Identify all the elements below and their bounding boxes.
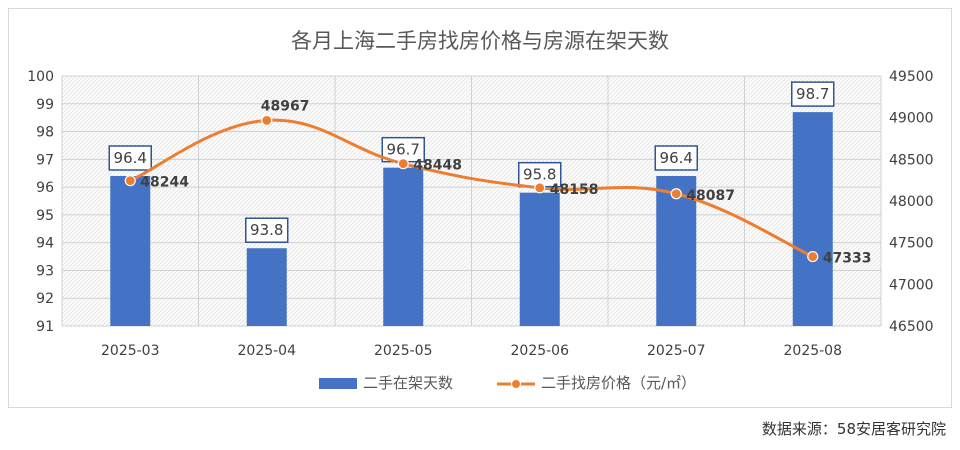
legend-swatch-marker [511, 379, 521, 389]
bar-data-label: 95.8 [523, 166, 556, 184]
legend-label-line: 二手找房价格（元/㎡） [541, 374, 696, 392]
left-axis-tick-label: 97 [36, 152, 54, 168]
source-note: 数据来源：58安居客研究院 [761, 420, 946, 438]
x-axis-tick-label: 2025-08 [784, 343, 843, 359]
left-axis: 91 92 93 94 95 96 97 98 99 100 [27, 69, 54, 335]
right-axis-tick-label: 47500 [889, 236, 934, 252]
bar-data-label: 96.4 [660, 149, 693, 167]
line-point [261, 114, 273, 127]
right-axis-tick-label: 48000 [889, 194, 934, 210]
left-axis-tick-label: 95 [36, 208, 54, 224]
bar-data-label-box [245, 217, 289, 243]
chart-title: 各月上海二手房找房价格与房源在架天数 [291, 29, 669, 53]
line-data-label: 48967 [261, 98, 310, 114]
line-data-label: 48087 [686, 188, 735, 204]
bar [792, 112, 833, 326]
line-data-labels: 48244 48967 48448 48158 48087 47333 [140, 98, 871, 266]
line-point [534, 182, 546, 194]
left-axis-tick-label: 91 [36, 319, 54, 335]
bar [246, 248, 287, 326]
x-axis-tick-label: 2025-03 [101, 343, 160, 359]
bar-data-label-box [381, 136, 425, 163]
bar-data-label-box [108, 145, 152, 171]
line-series [124, 114, 819, 263]
x-axis-tick-label: 2025-07 [647, 343, 706, 359]
bar [383, 167, 424, 326]
price-line [129, 118, 814, 258]
x-axis-tick-label: 2025-05 [374, 343, 433, 359]
left-axis-tick-label: 98 [36, 125, 54, 141]
line-point [124, 175, 136, 187]
left-axis-tick-label: 94 [36, 236, 54, 252]
bar-data-labels: 96.4 93.8 96.7 95.8 96.4 98.7 [108, 81, 835, 243]
legend-label-bar: 二手在架天数 [363, 374, 453, 392]
left-axis-tick-label: 93 [36, 263, 54, 279]
bar-series [110, 112, 833, 326]
bar-data-label: 93.8 [250, 221, 283, 239]
line-data-label: 48244 [140, 175, 189, 191]
bar [656, 176, 697, 326]
bar-data-label: 96.4 [114, 149, 147, 167]
right-axis-tick-label: 49000 [889, 111, 934, 127]
x-axis: 2025-03 2025-04 2025-05 2025-06 2025-07 2025-… [101, 343, 842, 359]
line-point [670, 188, 682, 200]
line-point [397, 158, 409, 170]
bar-data-label-box [654, 145, 698, 171]
left-axis-tick-label: 99 [36, 97, 54, 113]
line-data-label: 48448 [413, 158, 462, 174]
grid-lines [61, 75, 882, 327]
bar [110, 176, 151, 326]
bar-data-label-box [791, 81, 835, 107]
bar-data-label-box [518, 161, 562, 188]
right-axis-tick-label: 46500 [889, 319, 934, 335]
legend: 二手在架天数 二手找房价格（元/㎡） [319, 374, 696, 392]
bar [519, 192, 560, 326]
right-axis-tick-label: 48500 [889, 152, 934, 168]
left-axis-tick-label: 96 [36, 180, 54, 196]
right-axis-tick-label: 49500 [889, 69, 934, 85]
line-point [807, 250, 819, 263]
right-axis-tick-label: 47000 [889, 277, 934, 293]
left-axis-tick-label: 100 [27, 69, 54, 85]
x-axis-tick-label: 2025-06 [511, 343, 570, 359]
left-axis-tick-label: 92 [36, 291, 54, 307]
line-data-label: 48158 [550, 182, 599, 198]
bar-data-label: 98.7 [796, 85, 829, 103]
line-data-label: 47333 [823, 251, 872, 267]
bar-data-label: 96.7 [387, 141, 420, 159]
legend-swatch-bar [319, 378, 357, 389]
x-axis-tick-label: 2025-04 [238, 343, 297, 359]
right-axis: 46500 47000 47500 48000 48500 49000 49500 [889, 69, 934, 335]
